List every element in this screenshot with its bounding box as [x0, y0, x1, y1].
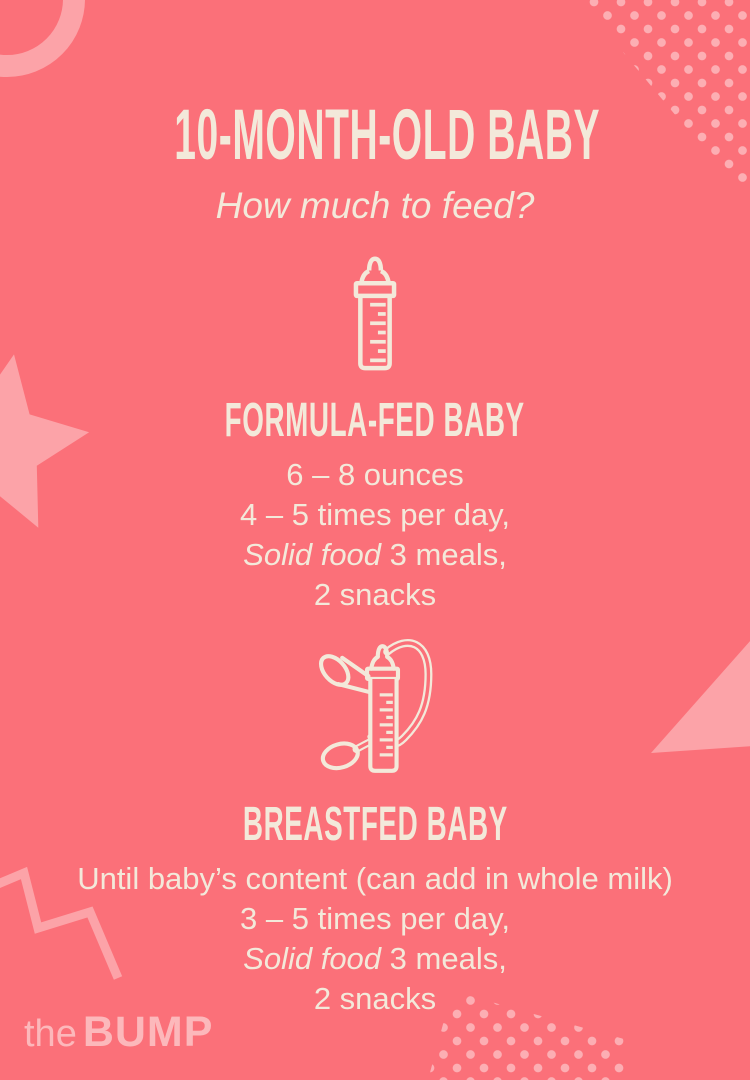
zigzag-shape	[0, 866, 123, 980]
breastfed-icon-wrap	[0, 633, 750, 788]
formula-line: 6 – 8 ounces	[286, 457, 464, 492]
formula-line: 2 snacks	[313, 577, 437, 612]
breastfed-details: Until baby’s content (can add in whole m…	[0, 859, 750, 1019]
triangle-shape	[651, 641, 750, 753]
breastfed-section: BREASTFED BABY Until baby’s content (can…	[0, 801, 750, 1019]
breastfed-line: Solid food 3 meals,	[243, 941, 507, 976]
logo-the: the	[24, 1013, 77, 1055]
formula-line: Solid food 3 meals,	[243, 537, 507, 572]
formula-icon-wrap	[0, 250, 750, 380]
breastfed-line: 3 – 5 times per day,	[240, 901, 510, 936]
page-subtitle: How much to feed?	[215, 185, 535, 226]
the-bump-logo: the BUMP	[24, 1008, 213, 1057]
breastfed-heading: BREASTFED BABY	[242, 798, 508, 851]
baby-bottle-icon	[353, 256, 397, 371]
formula-details: 6 – 8 ounces 4 – 5 times per day, Solid …	[0, 455, 750, 615]
formula-section: FORMULA-FED BABY 6 – 8 ounces 4 – 5 time…	[0, 397, 750, 615]
page-title: 10-MONTH-OLD BABY	[174, 96, 601, 175]
formula-heading: FORMULA-FED BABY	[224, 394, 526, 447]
ring-shape	[0, 0, 85, 77]
breastfed-line: 2 snacks	[313, 981, 437, 1016]
logo-bump: BUMP	[82, 1008, 214, 1056]
breastfed-line: Until baby’s content (can add in whole m…	[77, 861, 673, 896]
formula-line: 4 – 5 times per day,	[240, 497, 510, 532]
star-shape	[0, 354, 90, 528]
breast-pump-icon	[318, 639, 433, 773]
page-header: 10-MONTH-OLD BABY How much to feed?	[0, 100, 750, 227]
